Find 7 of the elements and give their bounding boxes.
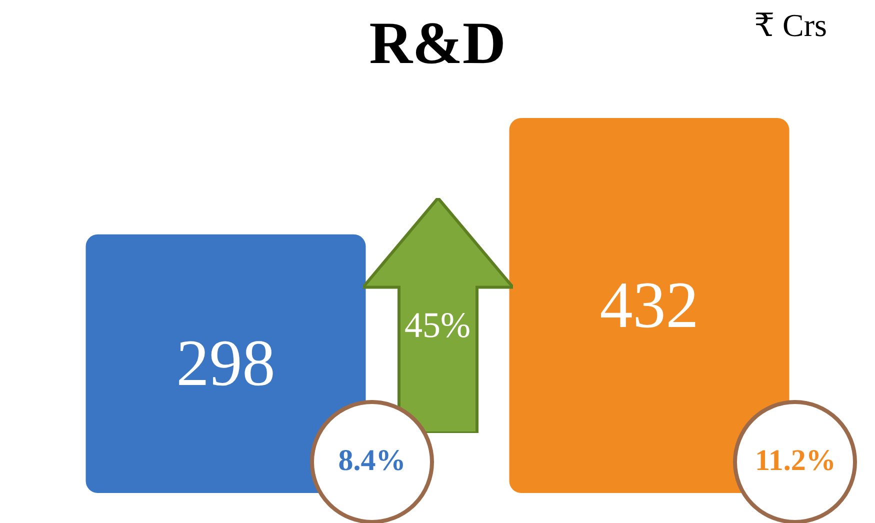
annotation: 45% xyxy=(404,304,472,346)
annotation: 8.4% xyxy=(337,444,407,478)
text: ₹ Crs xyxy=(754,6,827,44)
data-label: 432 xyxy=(600,269,699,342)
data-label: 298 xyxy=(176,327,276,400)
chart-title: R&D xyxy=(369,10,506,76)
annotation: 11.2% xyxy=(754,444,837,478)
